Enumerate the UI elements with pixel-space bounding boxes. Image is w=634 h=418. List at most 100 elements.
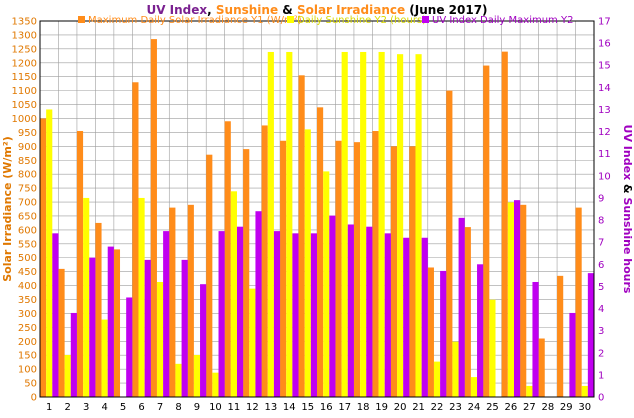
sunshine-bar xyxy=(304,129,311,397)
title-part: & xyxy=(278,3,297,17)
irradiance-bar xyxy=(501,51,508,398)
left-tick-label: 400 xyxy=(18,281,37,292)
uv-bar xyxy=(292,233,299,397)
x-tick-label: 27 xyxy=(523,402,536,413)
x-tick-label: 19 xyxy=(375,402,388,413)
sunshine-bar xyxy=(101,319,108,397)
right-tick-label: 1 xyxy=(598,370,604,381)
irradiance-bar xyxy=(95,222,102,397)
sunshine-bar xyxy=(378,51,385,397)
irradiance-bar xyxy=(575,207,582,397)
irradiance-bar xyxy=(76,131,84,397)
x-tick-label: 2 xyxy=(65,402,71,413)
left-axis-ticks: 0 50 100 150 200 250 300 350 400 450 500 550 600 650 7… xyxy=(12,17,37,404)
bars xyxy=(40,39,594,398)
chart-title: UV Index, Sunshine & Solar Irradiance (J… xyxy=(146,3,487,17)
sunshine-bar xyxy=(64,354,71,397)
uv-bar xyxy=(384,233,391,397)
right-tick-label: 6 xyxy=(598,260,604,271)
sunshine-bar xyxy=(526,385,533,397)
x-tick-label: 7 xyxy=(157,402,163,413)
uv-bar xyxy=(347,224,354,397)
irradiance-bar xyxy=(169,207,176,397)
left-tick-label: 100 xyxy=(18,365,37,376)
uv-bar xyxy=(70,312,77,397)
x-tick-label: 3 xyxy=(83,402,89,413)
sunshine-bar xyxy=(175,363,182,397)
right-tick-label: 3 xyxy=(598,326,604,337)
x-tick-label: 29 xyxy=(560,402,573,413)
left-tick-label: 900 xyxy=(18,142,37,153)
sunshine-bar xyxy=(397,54,404,397)
left-tick-label: 0 xyxy=(31,393,37,404)
irradiance-bar xyxy=(483,65,490,398)
sunshine-bar xyxy=(360,51,367,397)
right-tick-label: 4 xyxy=(598,304,604,315)
irradiance-bar xyxy=(298,75,305,398)
uv-bar xyxy=(477,264,484,397)
right-tick-label: 13 xyxy=(598,105,611,116)
x-tick-label: 18 xyxy=(357,402,370,413)
irradiance-bar xyxy=(557,275,564,397)
x-tick-label: 26 xyxy=(505,402,518,413)
left-tick-label: 650 xyxy=(18,211,37,222)
uv-bar xyxy=(255,211,262,397)
right-tick-label: 5 xyxy=(598,282,604,293)
left-tick-label: 500 xyxy=(18,253,37,264)
irradiance-bar xyxy=(40,118,47,398)
x-tick-label: 1 xyxy=(46,402,52,413)
uv-bar xyxy=(310,233,317,397)
uv-bar xyxy=(403,237,410,397)
irradiance-bar xyxy=(464,227,471,397)
left-tick-label: 1050 xyxy=(12,100,37,111)
uv-bar xyxy=(329,215,336,397)
uv-bar xyxy=(218,231,225,397)
x-tick-label: 22 xyxy=(431,402,444,413)
left-tick-label: 1200 xyxy=(12,58,37,69)
left-tick-label: 200 xyxy=(18,337,37,348)
left-tick-label: 600 xyxy=(18,225,37,236)
irradiance-bar xyxy=(261,125,268,397)
irradiance-bar xyxy=(409,146,416,397)
x-tick-label: 17 xyxy=(338,402,351,413)
left-tick-label: 350 xyxy=(18,295,37,306)
left-tick-label: 1350 xyxy=(12,17,37,28)
left-tick-label: 250 xyxy=(18,323,37,334)
sunshine-bar xyxy=(212,372,219,397)
uv-bar xyxy=(163,231,170,397)
irradiance-bar xyxy=(353,142,361,397)
right-axis-label-part: & xyxy=(621,180,634,197)
uv-bar xyxy=(89,257,96,397)
x-tick-label: 25 xyxy=(486,402,499,413)
irradiance-bar xyxy=(390,146,398,397)
right-tick-label: 8 xyxy=(598,216,604,227)
left-tick-label: 1300 xyxy=(12,30,37,41)
uv-bar xyxy=(181,259,188,397)
sunshine-bar xyxy=(323,171,330,397)
left-tick-label: 1250 xyxy=(12,44,37,55)
irradiance-bar xyxy=(150,39,157,398)
uv-bar xyxy=(513,200,521,397)
right-axis-label: UV Index & Sunshine hours xyxy=(621,125,634,294)
uv-bar xyxy=(236,226,244,397)
x-tick-label: 5 xyxy=(120,402,126,413)
sunshine-bar xyxy=(286,51,293,397)
irradiance-bar xyxy=(280,140,287,397)
uv-bar xyxy=(440,270,447,397)
title-part: UV Index xyxy=(146,3,207,17)
left-tick-label: 50 xyxy=(24,379,37,390)
right-tick-label: 9 xyxy=(598,193,604,204)
plot-frame xyxy=(39,20,595,398)
x-tick-label: 4 xyxy=(101,402,107,413)
uv-bar xyxy=(126,297,133,397)
irradiance-bar xyxy=(446,90,453,397)
irradiance-bar xyxy=(520,204,527,397)
legend-swatch-sunshine xyxy=(287,16,294,23)
sunshine-bar xyxy=(433,361,441,397)
left-tick-label: 150 xyxy=(18,351,37,362)
right-tick-label: 0 xyxy=(598,393,604,404)
legend-swatch-uv xyxy=(422,16,429,23)
legend-label: Maximum Daily Solar Irradiance Y1 (W/m²) xyxy=(88,15,302,26)
uv-bar xyxy=(144,259,151,397)
